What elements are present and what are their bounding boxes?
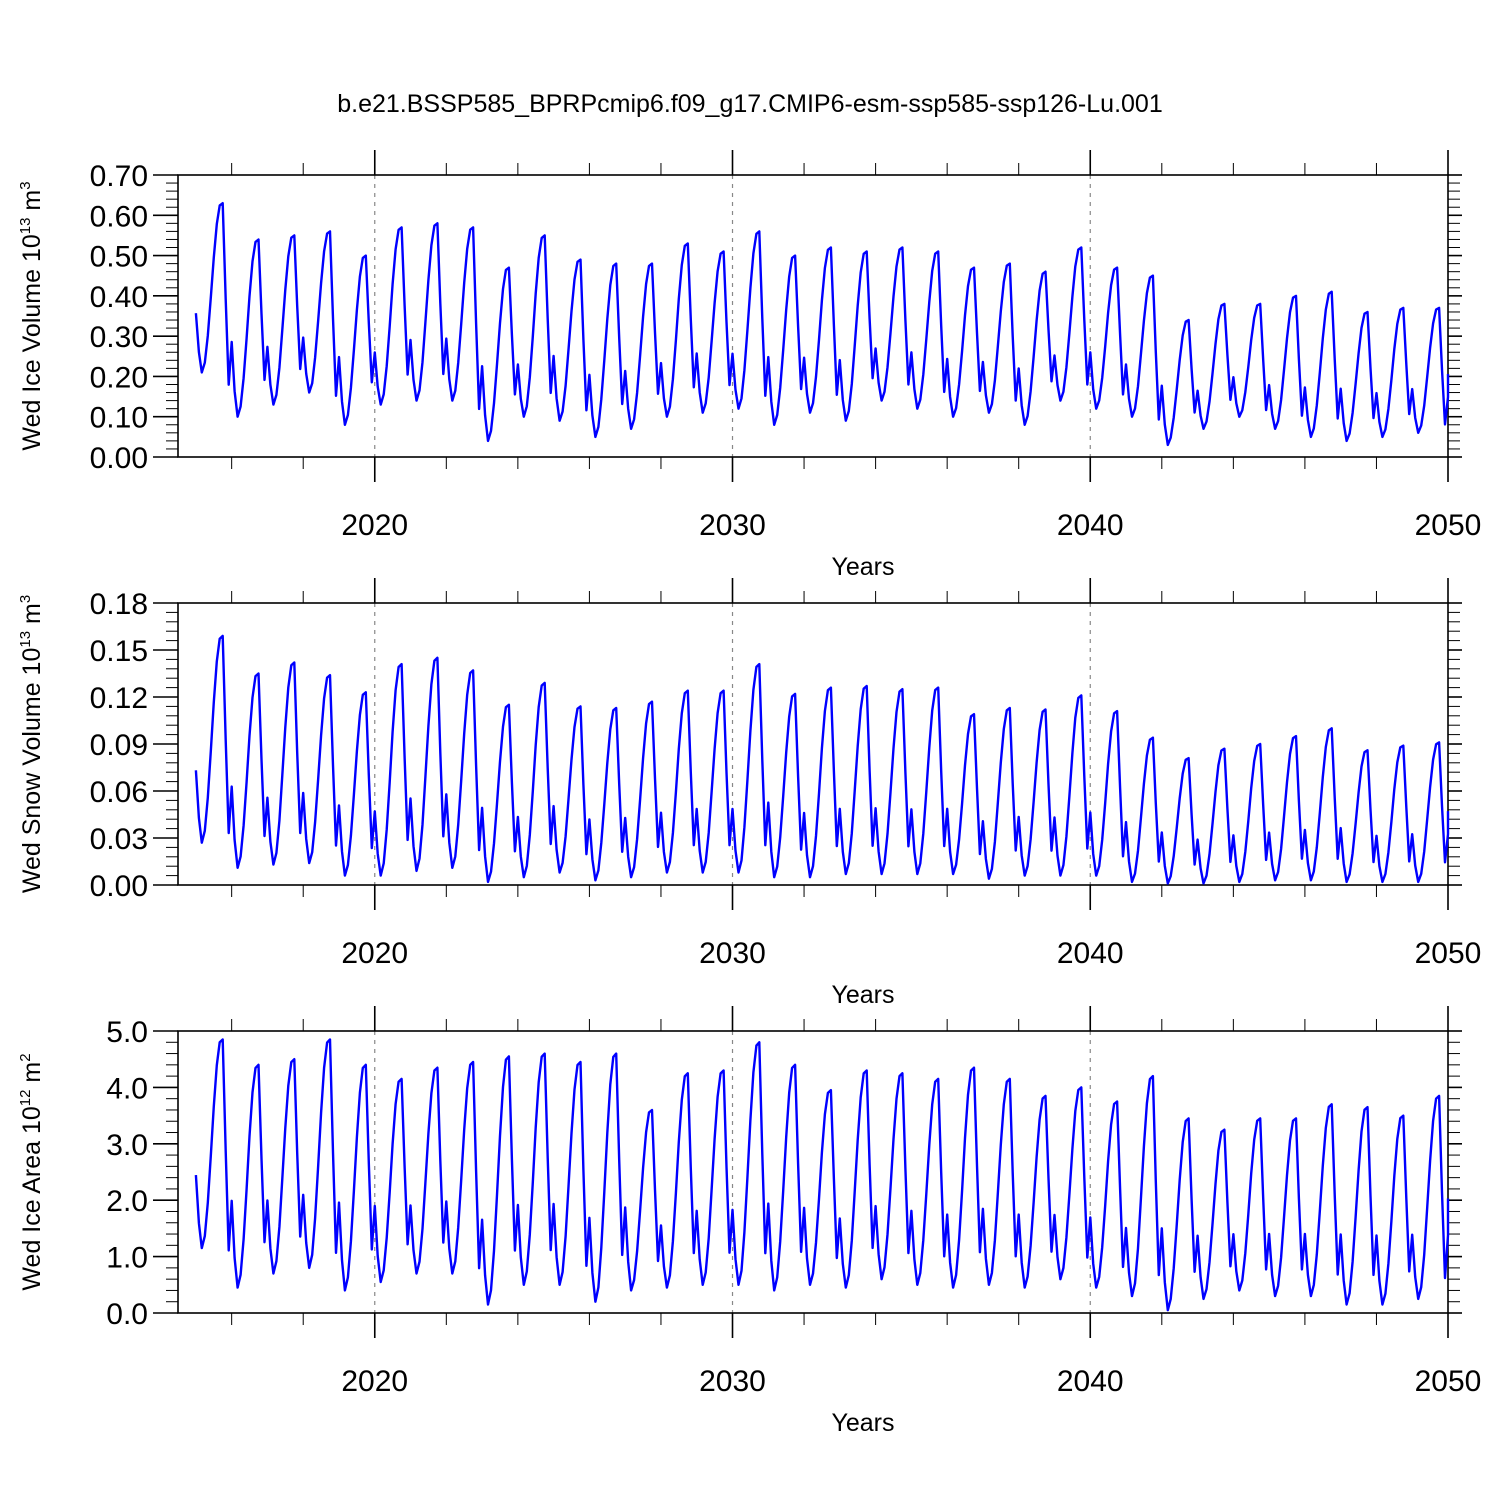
x-tick-label: 2050 xyxy=(1415,1365,1482,1398)
y-tick-label: 5.0 xyxy=(106,1016,148,1049)
x-tick-label: 2030 xyxy=(699,937,766,970)
x-tick-label: 2020 xyxy=(341,509,408,542)
y-axis-title-base: Wed Ice Volume 10 xyxy=(18,234,46,450)
y-tick-label: 0.00 xyxy=(90,442,148,475)
x-tick-label: 2030 xyxy=(699,1365,766,1398)
x-tick-label: 2040 xyxy=(1057,937,1124,970)
x-tick-label: 2030 xyxy=(699,509,766,542)
y-axis-title-unit: m xyxy=(18,190,46,218)
plot-frame xyxy=(177,174,1449,458)
series-line xyxy=(194,634,1450,885)
x-tick-label: 2050 xyxy=(1415,937,1482,970)
y-tick-label: 0.18 xyxy=(90,588,148,621)
y-axis-title-unit_exp: 3 xyxy=(17,595,34,603)
y-axis-title-exp: 12 xyxy=(17,1090,34,1107)
y-tick-label: 0.10 xyxy=(90,402,148,435)
y-tick-label: 0.15 xyxy=(90,635,148,668)
y-tick-label: 0.40 xyxy=(90,281,148,314)
y-tick-label: 0.50 xyxy=(90,241,148,274)
x-tick-label: 2040 xyxy=(1057,1365,1124,1398)
y-axis-title-unit: m xyxy=(18,603,46,631)
panel-1: 0.00 0.10 0.20 0.30 0.40 0.50 0.60 0.70 2020 2030… xyxy=(17,150,1481,581)
y-tick-label: 0.03 xyxy=(90,823,148,856)
y-axis-title: Wed Ice Volume 1013 m3 xyxy=(17,181,46,450)
panel-3: 0.0 1.0 2.0 3.0 4.0 5.0 2020 2030 2040 2050 Years W… xyxy=(17,1006,1481,1437)
y-tick-label: 2.0 xyxy=(106,1185,148,1218)
y-axis-title-unit_exp: 3 xyxy=(17,181,34,189)
y-tick-label: 3.0 xyxy=(106,1129,148,1162)
series-line xyxy=(194,1038,1450,1312)
x-tick-label: 2050 xyxy=(1415,509,1482,542)
y-tick-label: 0.30 xyxy=(90,321,148,354)
y-tick-label: 4.0 xyxy=(106,1072,148,1105)
x-axis-title: Years xyxy=(831,1409,894,1437)
y-axis-title-base: Wed Ice Area 10 xyxy=(18,1106,46,1290)
plot-frame xyxy=(177,1030,1449,1314)
y-axis-title: Wed Ice Area 1012 m2 xyxy=(17,1053,46,1290)
y-tick-label: 0.0 xyxy=(106,1298,148,1331)
panel-2: 0.00 0.03 0.06 0.09 0.12 0.15 0.18 2020 2030 2040… xyxy=(17,578,1481,1009)
y-tick-label: 0.20 xyxy=(90,361,148,394)
x-axis-title: Years xyxy=(831,981,894,1009)
y-tick-label: 0.09 xyxy=(90,729,148,762)
y-axis-title-exp: 13 xyxy=(17,218,34,235)
figure-title: b.e21.BSSP585_BPRPcmip6.f09_g17.CMIP6-es… xyxy=(337,90,1162,118)
y-tick-label: 0.60 xyxy=(90,200,148,233)
x-tick-label: 2020 xyxy=(341,937,408,970)
y-axis-title-unit_exp: 2 xyxy=(17,1053,34,1061)
x-tick-label: 2040 xyxy=(1057,509,1124,542)
y-axis-title-exp: 13 xyxy=(17,631,34,648)
y-axis-title-base: Wed Snow Volume 10 xyxy=(18,648,46,894)
x-tick-label: 2020 xyxy=(341,1365,408,1398)
series-line xyxy=(194,202,1450,447)
y-tick-label: 0.12 xyxy=(90,682,148,715)
x-axis-title: Years xyxy=(831,553,894,581)
y-axis-title-unit: m xyxy=(18,1062,46,1090)
y-tick-label: 0.00 xyxy=(90,870,148,903)
panels: 0.00 0.10 0.20 0.30 0.40 0.50 0.60 0.70 2020 2030… xyxy=(17,150,1481,1437)
y-axis-title: Wed Snow Volume 1013 m3 xyxy=(17,595,46,893)
y-tick-label: 0.70 xyxy=(90,160,148,193)
y-tick-label: 1.0 xyxy=(106,1242,148,1275)
y-tick-label: 0.06 xyxy=(90,776,148,809)
